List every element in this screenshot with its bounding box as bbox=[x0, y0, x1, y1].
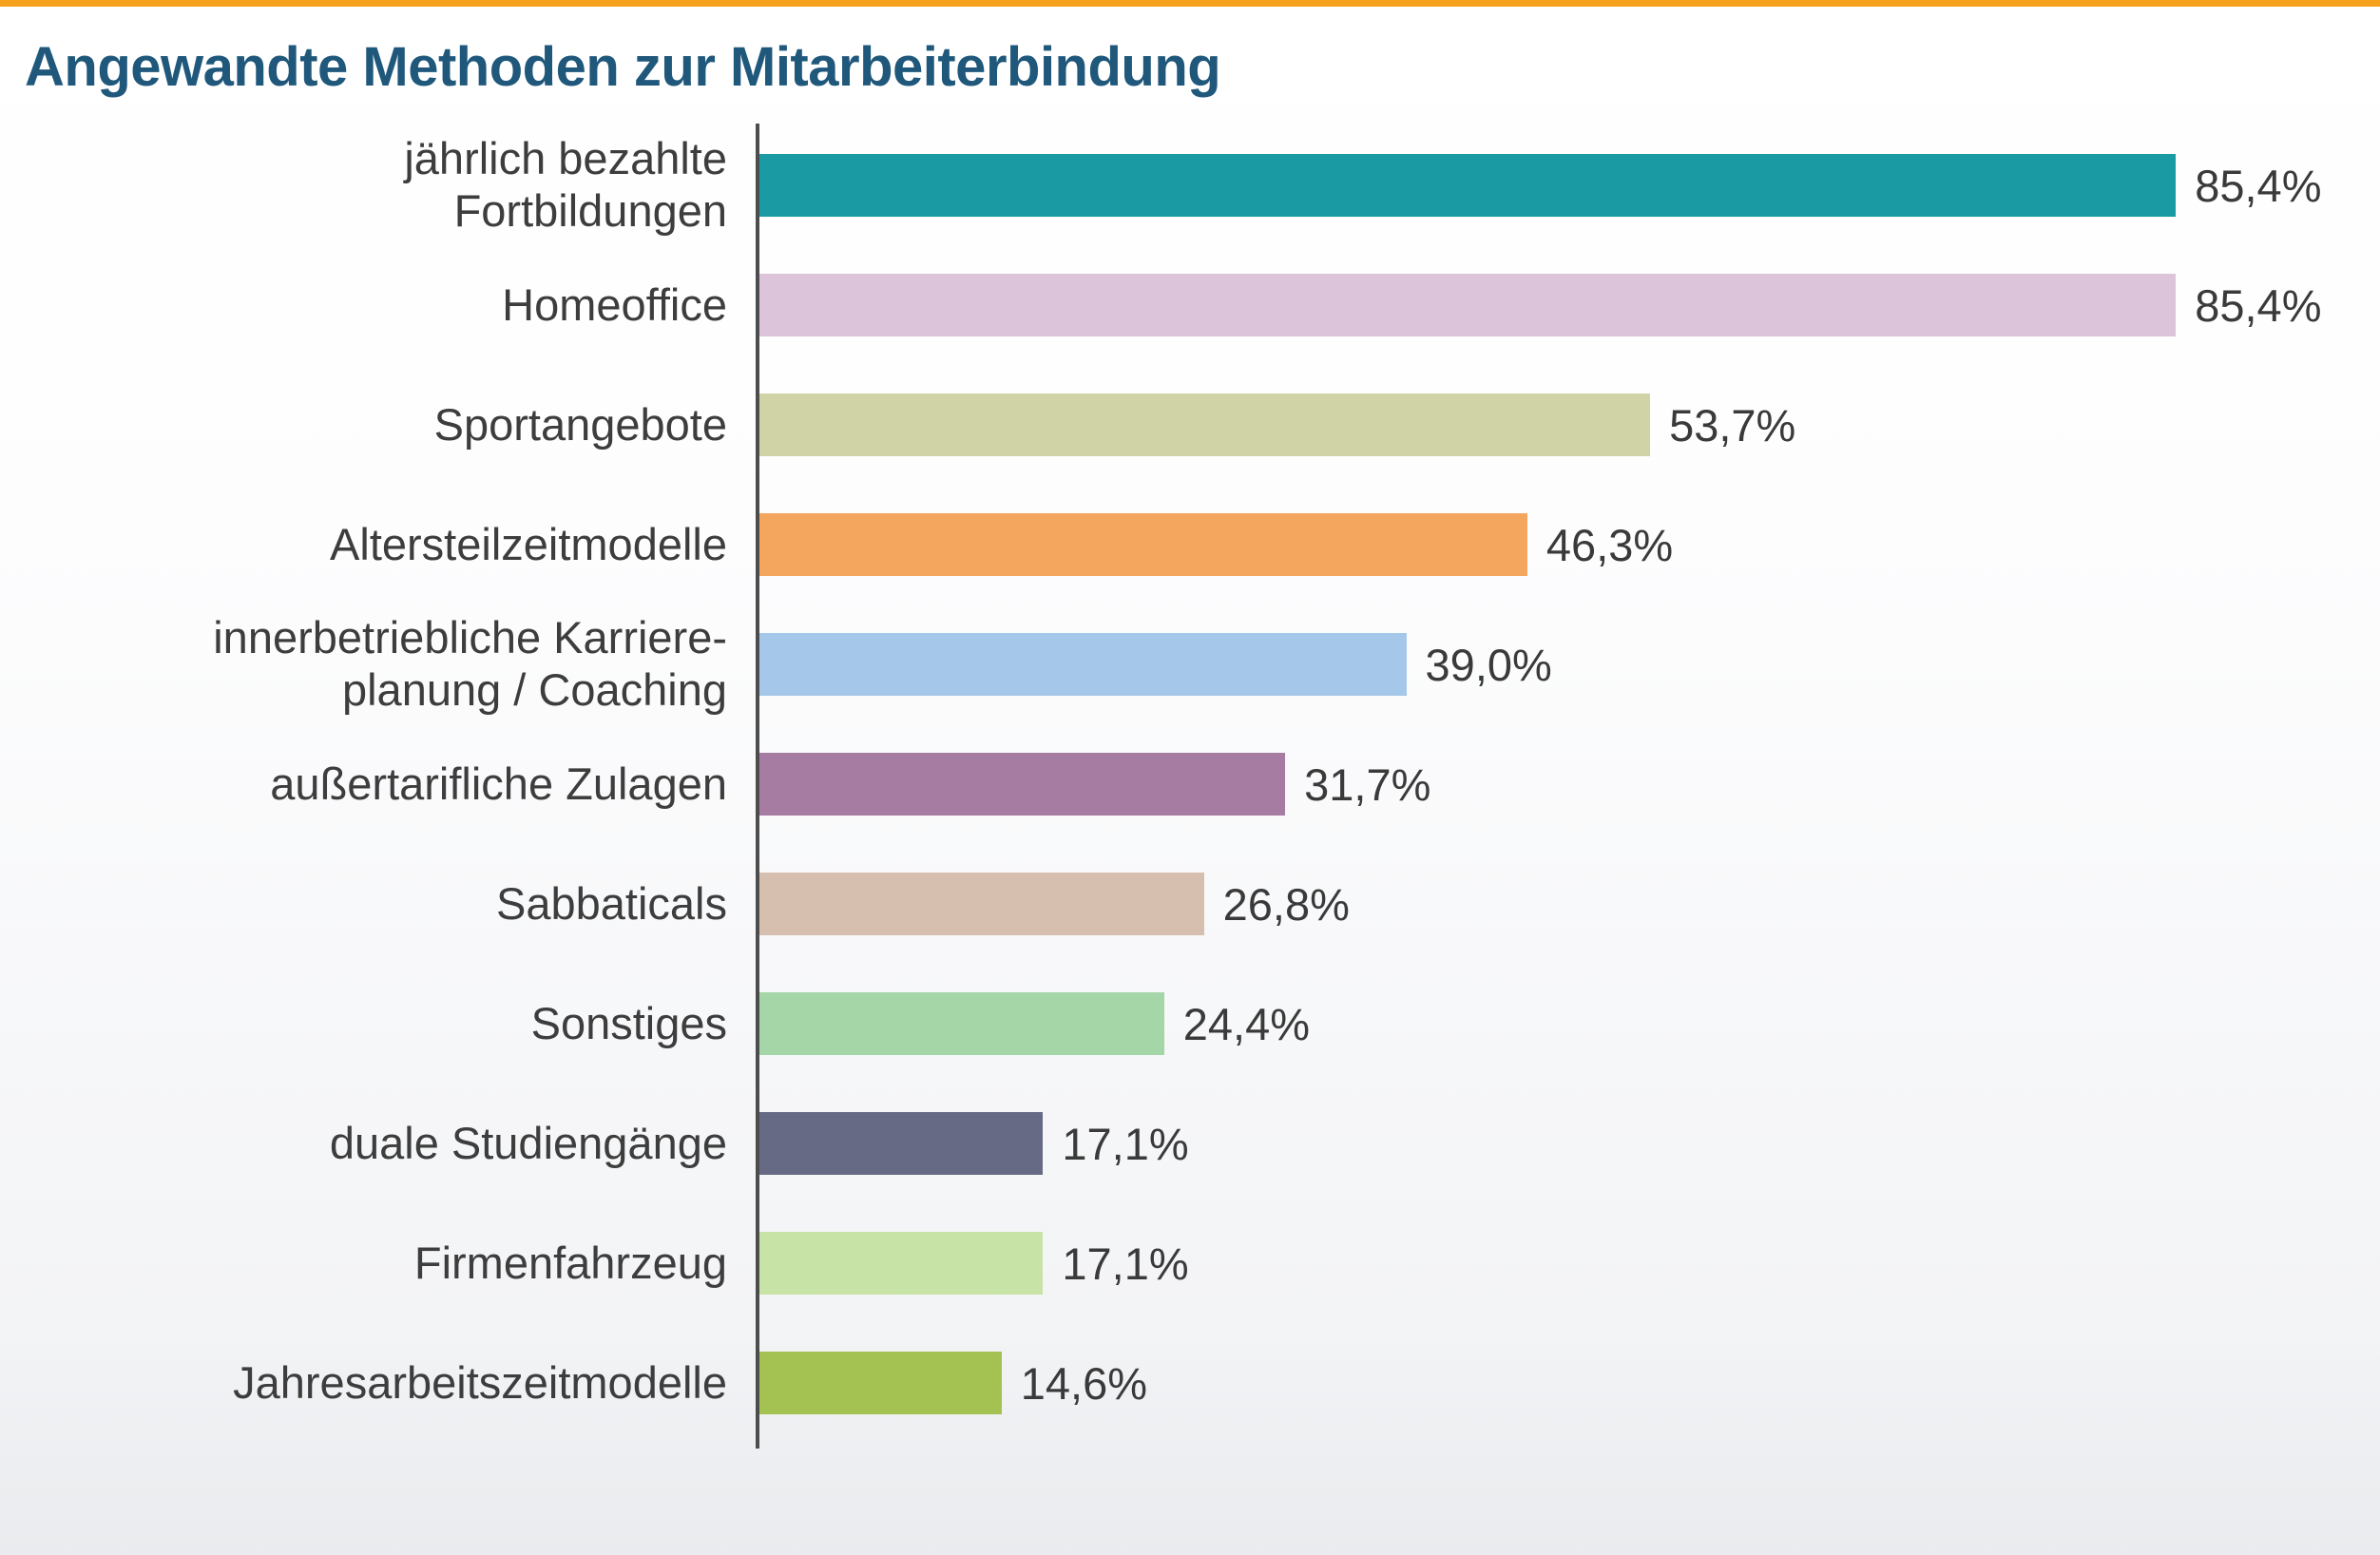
bar-area: 26,8% bbox=[756, 873, 2380, 935]
bar-area: 53,7% bbox=[756, 394, 2380, 456]
chart-row: jährlich bezahlte Fortbildungen 85,4% bbox=[0, 125, 2380, 245]
chart-row: Altersteilzeitmodelle 46,3% bbox=[0, 485, 2380, 605]
chart-row: außertarifliche Zulagen 31,7% bbox=[0, 724, 2380, 844]
value-label: 31,7% bbox=[1304, 758, 1431, 810]
value-label: 53,7% bbox=[1669, 399, 1796, 451]
category-label: Jahresarbeitszeitmodelle bbox=[233, 1356, 727, 1408]
bar bbox=[759, 1352, 1002, 1414]
bar-area: 85,4% bbox=[756, 154, 2380, 217]
value-label: 26,8% bbox=[1222, 878, 1350, 930]
bar bbox=[759, 633, 1407, 696]
bar bbox=[759, 1112, 1044, 1175]
bar bbox=[759, 274, 2177, 336]
bar bbox=[759, 1232, 1044, 1295]
category-label: innerbetriebliche Karriere-planung / Coa… bbox=[213, 612, 727, 715]
value-label: 17,1% bbox=[1062, 1118, 1189, 1169]
bar bbox=[759, 992, 1164, 1055]
chart-row: Sabbaticals 26,8% bbox=[0, 844, 2380, 964]
top-accent-bar bbox=[0, 0, 2380, 7]
value-label: 17,1% bbox=[1062, 1238, 1189, 1289]
bar bbox=[759, 873, 1204, 935]
value-label: 39,0% bbox=[1425, 639, 1552, 690]
chart-row: Sonstiges 24,4% bbox=[0, 964, 2380, 1084]
value-label: 85,4% bbox=[2195, 160, 2322, 211]
category-label: Firmenfahrzeug bbox=[413, 1237, 727, 1288]
chart-row: Sportangebote 53,7% bbox=[0, 365, 2380, 485]
y-axis-line bbox=[756, 124, 759, 1449]
bar-area: 39,0% bbox=[756, 633, 2380, 696]
bar-area: 24,4% bbox=[756, 992, 2380, 1055]
chart-title: Angewandte Methoden zur Mitarbeiterbindu… bbox=[25, 36, 1221, 98]
bar bbox=[759, 753, 1286, 816]
bar-area: 31,7% bbox=[756, 753, 2380, 816]
category-label: Sonstiges bbox=[530, 997, 727, 1048]
category-label: duale Studiengänge bbox=[329, 1117, 727, 1168]
chart-rows: jährlich bezahlte Fortbildungen 85,4% Homeo… bbox=[0, 125, 2380, 1443]
bar bbox=[759, 154, 2177, 217]
value-label: 85,4% bbox=[2195, 279, 2322, 331]
bar bbox=[759, 394, 1651, 456]
category-label: Sportangebote bbox=[433, 398, 727, 450]
bar-area: 14,6% bbox=[756, 1352, 2380, 1414]
category-label: Altersteilzeitmodelle bbox=[330, 518, 727, 569]
chart-row: duale Studiengänge 17,1% bbox=[0, 1084, 2380, 1203]
bar-area: 46,3% bbox=[756, 513, 2380, 576]
bar-area: 85,4% bbox=[756, 274, 2380, 336]
chart-row: Homeoffice 85,4% bbox=[0, 245, 2380, 365]
chart-row: Jahresarbeitszeitmodelle 14,6% bbox=[0, 1323, 2380, 1443]
value-label: 46,3% bbox=[1545, 519, 1674, 570]
category-label: außertarifliche Zulagen bbox=[270, 758, 727, 809]
category-label: Homeoffice bbox=[502, 278, 727, 330]
bar-area: 17,1% bbox=[756, 1232, 2380, 1295]
value-label: 24,4% bbox=[1182, 998, 1311, 1049]
chart-row: Firmenfahrzeug 17,1% bbox=[0, 1203, 2380, 1323]
bar-area: 17,1% bbox=[756, 1112, 2380, 1175]
chart-body: jährlich bezahlte Fortbildungen 85,4% Homeo… bbox=[0, 124, 2380, 1449]
category-label: Sabbaticals bbox=[496, 877, 727, 929]
category-label: jährlich bezahlte Fortbildungen bbox=[404, 133, 727, 236]
chart-row: innerbetriebliche Karriere-planung / Coa… bbox=[0, 605, 2380, 724]
value-label: 14,6% bbox=[1020, 1357, 1148, 1409]
bar bbox=[759, 513, 1527, 576]
